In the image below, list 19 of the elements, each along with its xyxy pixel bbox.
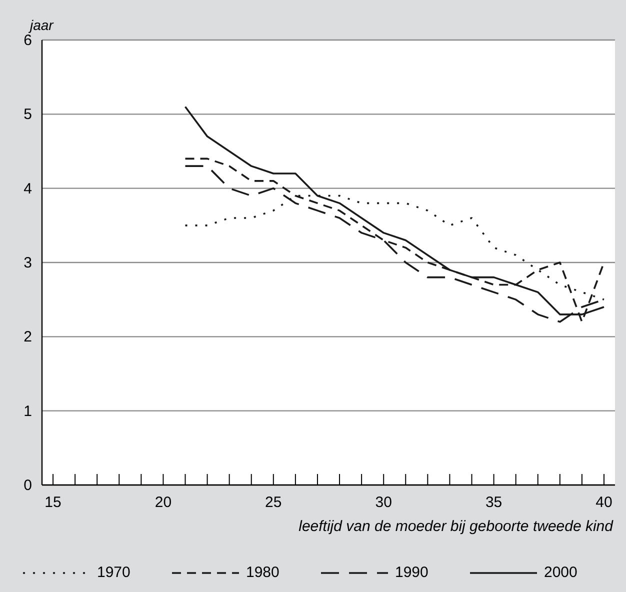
y-tick-label: 4 [24,180,32,198]
y-tick-label: 5 [24,106,32,124]
y-tick-label: 1 [24,402,32,420]
y-tick-label: 6 [24,32,32,49]
legend-label: 1970 [97,564,130,581]
x-tick-label: 40 [596,494,612,511]
legend-label: 1980 [246,564,280,581]
y-tick-label: 2 [24,328,32,346]
x-tick-label: 15 [44,494,62,511]
y-tick-label: 3 [24,254,32,272]
x-tick-label: 35 [485,494,502,511]
legend-label: 2000 [544,564,578,581]
x-tick-label: 20 [154,494,172,511]
y-axis-title: jaar [28,17,55,33]
y-tick-label: 0 [24,477,32,494]
x-axis-title: leeftijd van de moeder bij geboorte tweede kind [298,518,614,535]
legend-label: 1990 [395,564,428,581]
x-tick-label: 30 [375,494,392,511]
x-tick-label: 25 [265,494,282,511]
